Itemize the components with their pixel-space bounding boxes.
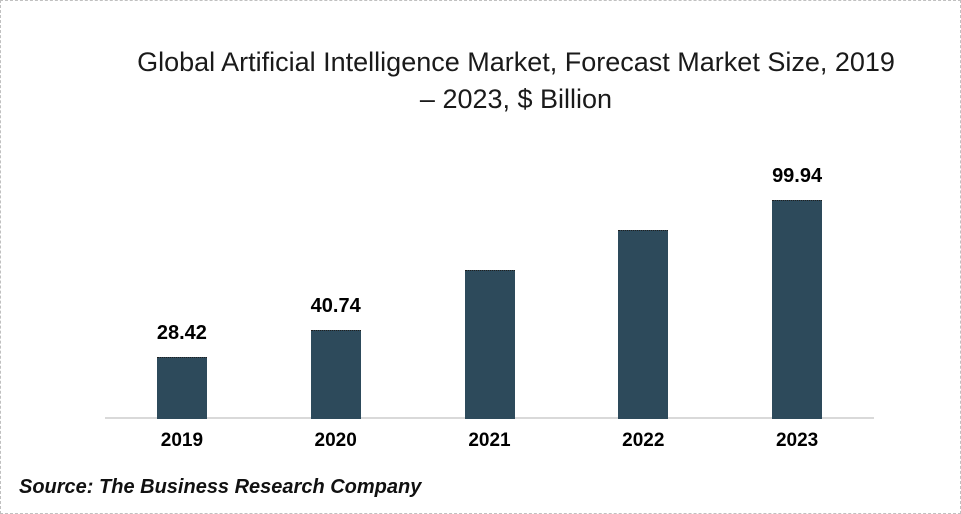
bar-2022 [618, 230, 669, 419]
x-tick-2023: 2023 [775, 430, 819, 451]
plot-area: 28.42 2019 40.74 2020 2021 2022 99.94 2023 [105, 1, 874, 451]
data-label-2020: 40.74 [310, 295, 361, 317]
x-tick-2022: 2022 [622, 430, 665, 451]
bar-2019 [156, 357, 207, 419]
chart-title-line1: Global Artificial Intelligence Market, F… [137, 47, 895, 77]
chart-title: Global Artificial Intelligence Market, F… [137, 44, 895, 118]
source-note: Source: The Business Research Company [19, 476, 422, 498]
bar-2023 [772, 200, 823, 419]
x-tick-2021: 2021 [468, 430, 511, 451]
data-label-2023: 99.94 [772, 165, 823, 187]
bar-2021 [464, 270, 515, 419]
bar-2020 [310, 330, 361, 419]
x-tick-2020: 2020 [314, 430, 357, 451]
data-label-2019: 28.42 [156, 322, 207, 344]
chart-title-line2: – 2023, $ Billion [419, 84, 613, 114]
x-tick-2019: 2019 [160, 430, 204, 451]
